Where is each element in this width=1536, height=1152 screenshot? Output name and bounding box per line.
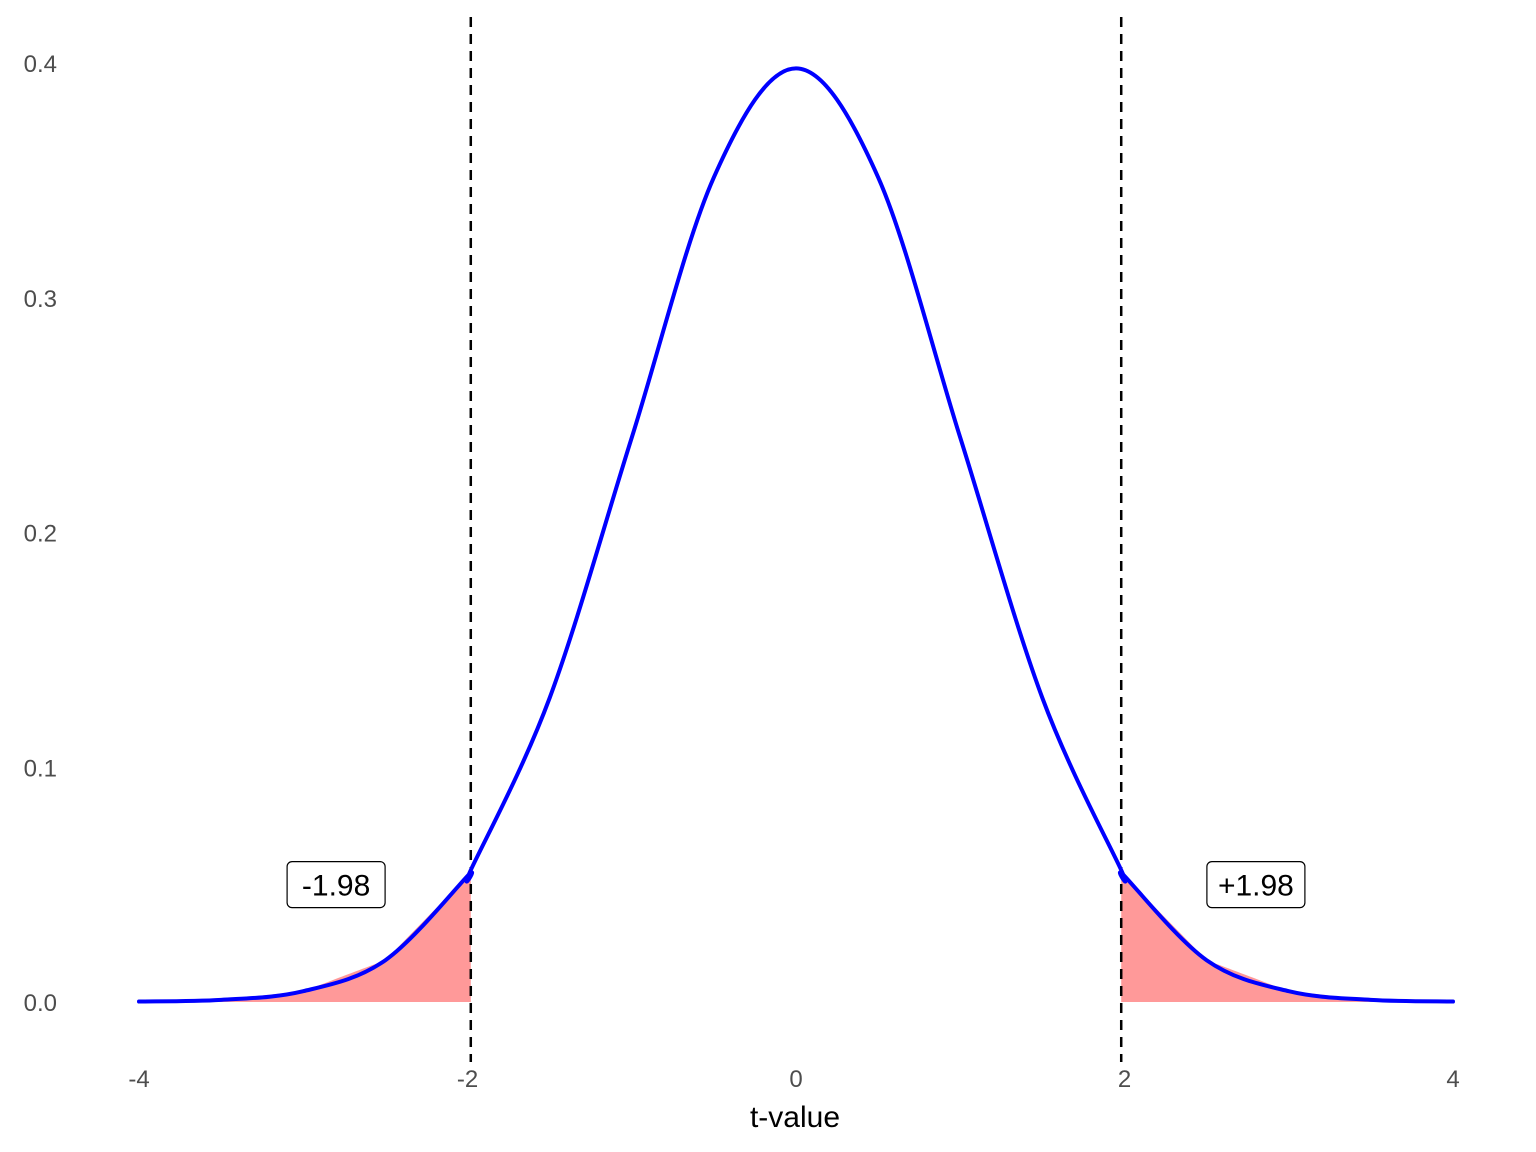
y-tick-label: 0.0 (24, 990, 57, 1017)
label-box (1206, 861, 1306, 909)
critical-label-right: +1.98 (1206, 861, 1306, 909)
critical-label-left: -1.98 (286, 861, 386, 909)
label-text: -1.98 (302, 870, 370, 903)
x-tick-label: 4 (1446, 1066, 1459, 1093)
x-tick-label: 0 (789, 1066, 802, 1093)
y-axis-ticks: 0.0 0.1 0.2 0.3 0.4 (24, 51, 57, 1017)
label-text: +1.98 (1218, 870, 1294, 903)
critical-value-labels: -1.98 +1.98 (286, 861, 1306, 909)
critical-value-lines (469, 17, 1123, 1062)
y-tick-label: 0.3 (24, 286, 57, 313)
density-curves (137, 66, 1455, 1004)
x-axis-title: t-value (750, 1101, 840, 1134)
x-tick-label: -2 (457, 1066, 478, 1093)
y-tick-label: 0.4 (24, 51, 57, 78)
x-tick-label: 2 (1118, 1066, 1131, 1093)
y-tick-label: 0.2 (24, 521, 57, 548)
shaded-tails (139, 870, 1453, 1002)
label-box (286, 861, 386, 909)
shaded-tail-left (139, 870, 471, 1002)
x-tick-label: -4 (128, 1066, 149, 1093)
x-axis-ticks: -4 -2 0 2 4 (128, 1066, 1459, 1093)
y-tick-label: 0.1 (24, 755, 57, 782)
density-curve-1 (137, 66, 1455, 1004)
shaded-tail-right (1121, 870, 1453, 1002)
